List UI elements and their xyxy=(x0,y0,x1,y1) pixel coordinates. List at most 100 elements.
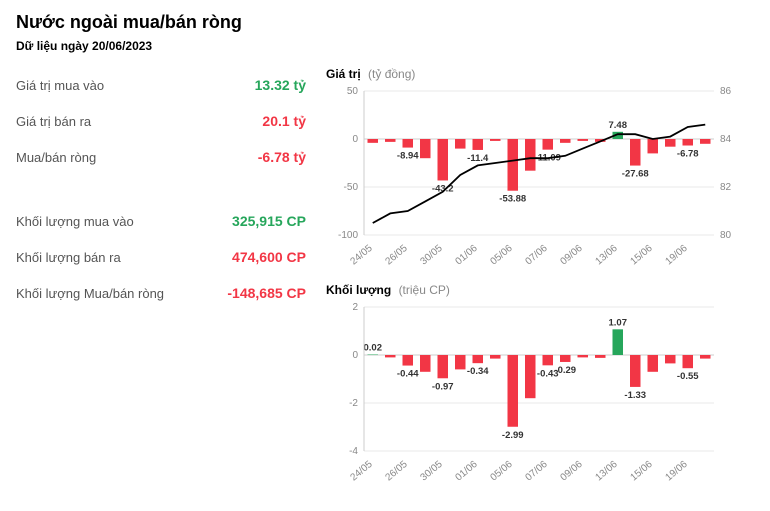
bar xyxy=(508,355,519,427)
volume-stats-block: Khối lượng mua vào 325,915 CP Khối lượng b… xyxy=(16,203,306,311)
svg-text:82: 82 xyxy=(720,182,732,193)
bar xyxy=(368,139,379,143)
svg-text:-1.33: -1.33 xyxy=(624,390,646,401)
svg-text:0: 0 xyxy=(352,134,358,145)
svg-text:7.48: 7.48 xyxy=(609,120,628,131)
bar xyxy=(473,139,484,150)
value-chart: -100-5005080828486-8.94-43.2-11.4-53.88-… xyxy=(326,83,754,273)
stat-label: Khối lượng Mua/bán ròng xyxy=(16,286,164,301)
svg-text:-2.99: -2.99 xyxy=(502,430,524,441)
charts-panel: Giá trị (tỷ đồng) -100-5005080828486-8.9… xyxy=(326,67,754,489)
stat-label: Khối lượng bán ra xyxy=(16,250,121,265)
svg-text:84: 84 xyxy=(720,134,732,145)
chart1-title-text: Giá trị xyxy=(326,67,361,81)
volume-stat-row: Khối lượng bán ra 474,600 CP xyxy=(16,239,306,275)
svg-text:15/06: 15/06 xyxy=(628,459,655,484)
volume-chart-svg: -4-2020.02-0.44-0.97-0.34-2.99-0.43-0.29… xyxy=(326,299,746,489)
svg-text:19/06: 19/06 xyxy=(663,459,690,484)
bar xyxy=(578,139,589,141)
bar xyxy=(438,355,449,378)
bar xyxy=(385,139,396,142)
svg-text:30/05: 30/05 xyxy=(418,459,445,484)
bar xyxy=(648,139,659,153)
bar xyxy=(595,355,606,358)
bar xyxy=(385,355,396,357)
svg-text:19/06: 19/06 xyxy=(663,243,690,268)
volume-chart: -4-2020.02-0.44-0.97-0.34-2.99-0.43-0.29… xyxy=(326,299,754,489)
bar xyxy=(438,139,449,180)
svg-text:-0.29: -0.29 xyxy=(554,365,576,376)
svg-text:05/06: 05/06 xyxy=(488,243,515,268)
value-stat-row: Mua/bán ròng-6.78 tỷ xyxy=(16,139,306,175)
svg-text:26/05: 26/05 xyxy=(383,243,410,268)
bar xyxy=(420,139,431,158)
stat-value: 325,915 CP xyxy=(232,213,306,229)
stat-value: 13.32 tỷ xyxy=(255,77,306,93)
svg-text:24/05: 24/05 xyxy=(348,459,375,484)
svg-text:50: 50 xyxy=(347,86,359,97)
chart2-title-text: Khối lượng xyxy=(326,283,391,297)
svg-text:1.07: 1.07 xyxy=(609,317,628,328)
bar xyxy=(630,139,641,166)
value-stat-row: Giá trị mua vào 13.32 tỷ xyxy=(16,67,306,103)
bar xyxy=(683,139,694,146)
svg-text:-100: -100 xyxy=(338,230,358,241)
svg-text:13/06: 13/06 xyxy=(593,459,620,484)
bar xyxy=(403,355,414,366)
stat-label: Giá trị bán ra xyxy=(16,114,91,129)
bar xyxy=(560,139,571,143)
bar xyxy=(473,355,484,363)
bar xyxy=(543,139,554,150)
bar xyxy=(665,139,676,147)
data-date: Dữ liệu ngày 20/06/2023 xyxy=(16,39,754,53)
svg-text:-53.88: -53.88 xyxy=(499,194,526,205)
svg-text:26/05: 26/05 xyxy=(383,459,410,484)
stat-value: 474,600 CP xyxy=(232,249,306,265)
value-stat-row: Giá trị bán ra 20.1 tỷ xyxy=(16,103,306,139)
bar xyxy=(648,355,659,372)
bar xyxy=(578,355,589,357)
bar xyxy=(508,139,519,191)
svg-text:09/06: 09/06 xyxy=(558,459,585,484)
svg-text:07/06: 07/06 xyxy=(523,243,550,268)
bar xyxy=(403,139,414,148)
bar xyxy=(455,139,466,149)
svg-text:-0.55: -0.55 xyxy=(677,371,699,382)
bar xyxy=(420,355,431,372)
svg-text:-6.78: -6.78 xyxy=(677,149,699,160)
chart1-title: Giá trị (tỷ đồng) xyxy=(326,67,754,81)
bar xyxy=(700,355,711,359)
stat-label: Mua/bán ròng xyxy=(16,150,96,165)
svg-text:86: 86 xyxy=(720,86,732,97)
svg-text:-11.4: -11.4 xyxy=(467,153,489,164)
svg-text:2: 2 xyxy=(352,302,358,313)
bar xyxy=(683,355,694,368)
chart2-title-unit: (triệu CP) xyxy=(399,283,450,297)
bar xyxy=(543,355,554,365)
page-title: Nước ngoài mua/bán ròng xyxy=(16,12,754,33)
stat-label: Khối lượng mua vào xyxy=(16,214,134,229)
svg-text:-0.34: -0.34 xyxy=(467,366,489,377)
bar xyxy=(665,355,676,363)
svg-text:0.02: 0.02 xyxy=(364,343,383,354)
svg-text:30/05: 30/05 xyxy=(418,243,445,268)
svg-text:01/06: 01/06 xyxy=(453,459,480,484)
bar xyxy=(490,139,501,141)
bar xyxy=(630,355,641,387)
stat-value: 20.1 tỷ xyxy=(262,113,306,129)
svg-text:07/06: 07/06 xyxy=(523,459,550,484)
svg-text:01/06: 01/06 xyxy=(453,243,480,268)
stats-panel: Giá trị mua vào 13.32 tỷ Giá trị bán ra 20.… xyxy=(16,67,306,489)
bar xyxy=(368,355,379,356)
svg-text:80: 80 xyxy=(720,230,732,241)
bar xyxy=(613,329,624,355)
stat-value: -148,685 CP xyxy=(227,285,306,301)
svg-text:-0.44: -0.44 xyxy=(397,369,419,380)
volume-stat-row: Khối lượng mua vào 325,915 CP xyxy=(16,203,306,239)
stat-label: Giá trị mua vào xyxy=(16,78,104,93)
bar xyxy=(700,139,711,144)
svg-text:13/06: 13/06 xyxy=(593,243,620,268)
volume-stat-row: Khối lượng Mua/bán ròng -148,685 CP xyxy=(16,275,306,311)
svg-text:-50: -50 xyxy=(344,182,359,193)
svg-text:05/06: 05/06 xyxy=(488,459,515,484)
